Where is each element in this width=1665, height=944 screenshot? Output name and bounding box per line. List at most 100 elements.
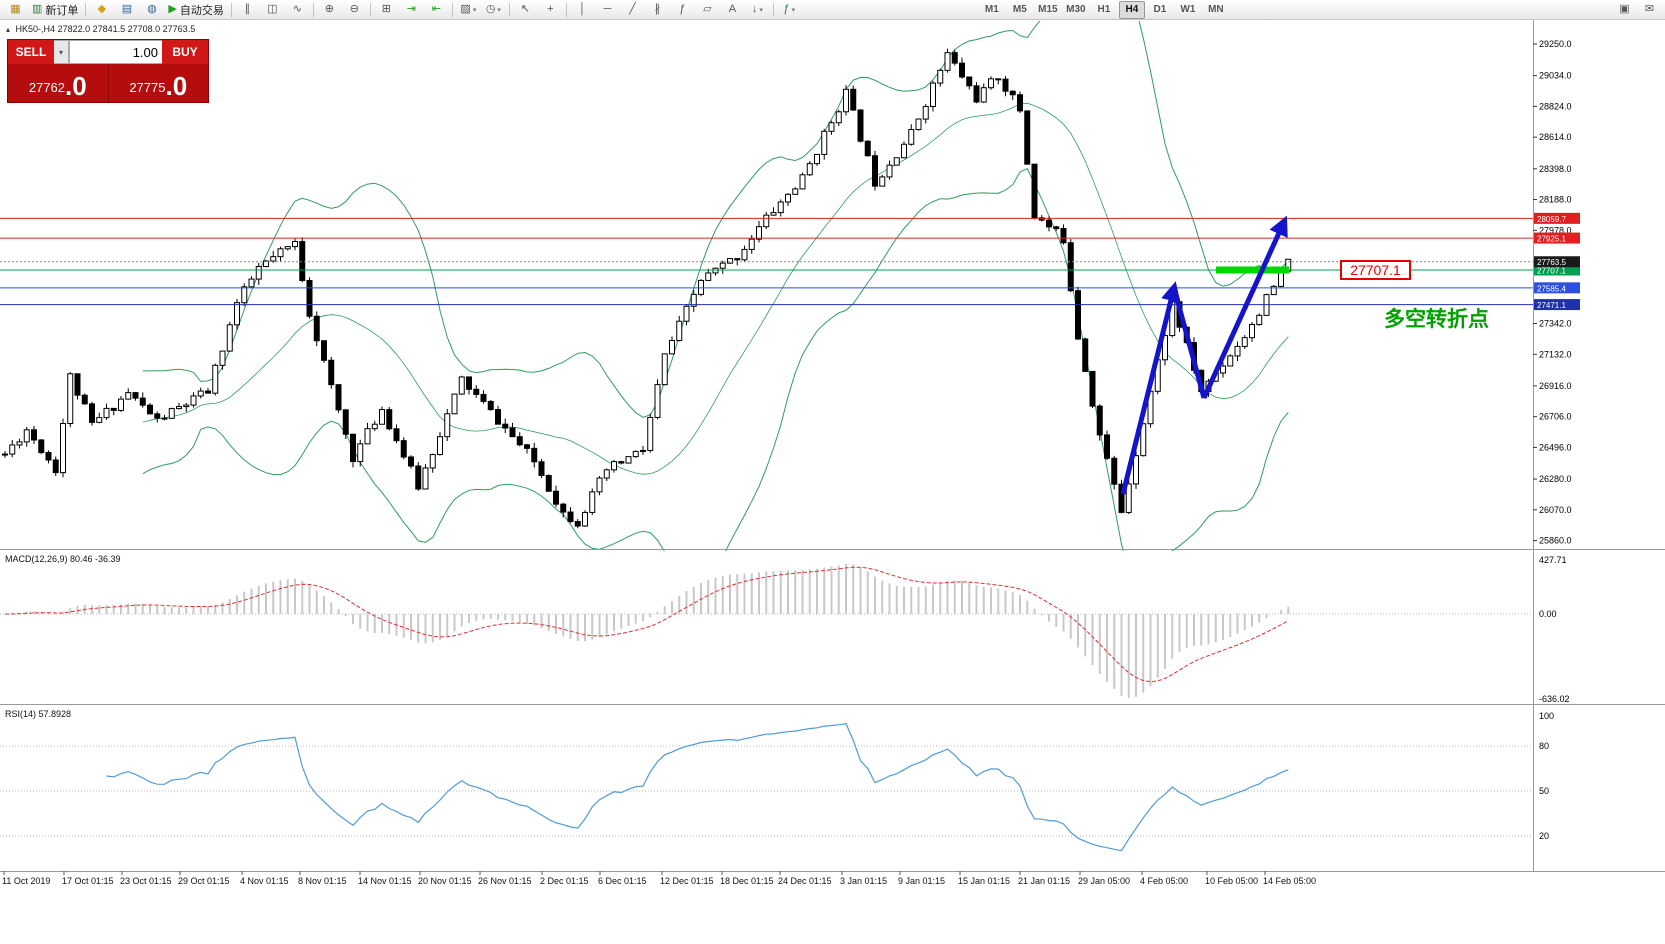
line-chart-icon[interactable]: ∿ xyxy=(292,3,302,15)
svg-text:11 Oct 2019: 11 Oct 2019 xyxy=(2,876,50,886)
tile-windows-icon[interactable]: ⊞ xyxy=(381,3,391,15)
arrow-tools-icon[interactable]: ↓ ▾ xyxy=(751,3,763,15)
rsi-scale[interactable]: 100 80 50 20 xyxy=(1539,711,1554,841)
svg-text:17 Oct 01:15: 17 Oct 01:15 xyxy=(62,876,114,886)
svg-text:27132.0: 27132.0 xyxy=(1539,349,1572,359)
candlestick-chart-icon[interactable]: ◫ xyxy=(267,3,278,15)
svg-text:26496.0: 26496.0 xyxy=(1539,442,1572,452)
svg-text:28188.0: 28188.0 xyxy=(1539,195,1572,205)
volume-dropdown-icon[interactable]: ▾ xyxy=(54,40,69,64)
mail-icon[interactable]: ✉ xyxy=(1644,3,1655,15)
svg-text:14 Feb 05:00: 14 Feb 05:00 xyxy=(1263,876,1316,886)
horizontal-line-icon[interactable]: ─ xyxy=(603,3,612,15)
turning-point-annotation[interactable]: 多空转折点 xyxy=(1384,308,1489,331)
svg-text:29 Jan 05:00: 29 Jan 05:00 xyxy=(1078,876,1130,886)
text-icon[interactable]: A xyxy=(728,3,737,15)
collapse-panel-icon[interactable]: ▴ xyxy=(6,25,11,34)
timeframe-mn[interactable]: MN xyxy=(1208,4,1224,15)
symbols-icon[interactable]: ◆ xyxy=(97,3,107,15)
app-icon[interactable]: ▦ xyxy=(10,3,21,15)
equidistant-channel-icon[interactable]: ∦ xyxy=(654,3,661,15)
toolbar-separator xyxy=(508,2,510,17)
svg-text:27763.5: 27763.5 xyxy=(1537,258,1566,267)
symbol-period-label: HK50-,H4 xyxy=(15,24,56,34)
svg-text:9 Jan 01:15: 9 Jan 01:15 xyxy=(898,876,945,886)
svg-text:26706.0: 26706.0 xyxy=(1539,412,1572,422)
toolbar-separator xyxy=(451,2,453,17)
svg-text:29 Oct 01:15: 29 Oct 01:15 xyxy=(178,876,230,886)
svg-text:20: 20 xyxy=(1539,831,1549,841)
rsi-line xyxy=(106,722,1289,852)
svg-text:28824.0: 28824.0 xyxy=(1539,101,1572,111)
zoom-out-icon[interactable]: ⊖ xyxy=(349,3,359,15)
timeframe-m5[interactable]: M5 xyxy=(1012,4,1027,15)
svg-text:29034.0: 29034.0 xyxy=(1539,71,1572,81)
toolbar-separator xyxy=(230,2,232,17)
panel-divider xyxy=(107,64,109,102)
svg-text:28614.0: 28614.0 xyxy=(1539,132,1572,142)
crosshair-icon[interactable]: + xyxy=(547,3,554,15)
cursor-icon[interactable]: ↖ xyxy=(520,3,530,15)
svg-text:27585.4: 27585.4 xyxy=(1537,284,1566,293)
timeframe-h1[interactable]: H1 xyxy=(1097,4,1111,15)
market-depth-icon[interactable]: ▤ xyxy=(121,3,133,15)
panel-separators[interactable] xyxy=(0,20,1665,872)
time-scale[interactable]: 11 Oct 2019 17 Oct 01:15 23 Oct 01:15 29 Oc… xyxy=(2,871,1316,886)
timeframe-m1[interactable]: M1 xyxy=(984,4,999,15)
buy-button[interactable]: BUY xyxy=(162,40,208,64)
volume-input[interactable] xyxy=(69,40,162,64)
vertical-line-icon[interactable]: │ xyxy=(578,3,586,15)
svg-text:15 Jan 01:15: 15 Jan 01:15 xyxy=(958,876,1010,886)
svg-text:28059.7: 28059.7 xyxy=(1537,215,1566,224)
trendline-icon[interactable]: ╱ xyxy=(629,3,636,15)
svg-text:3 Jan 01:15: 3 Jan 01:15 xyxy=(840,876,887,886)
price-scale[interactable]: 29250.0 29034.0 28824.0 28614.0 28398.0 28188… xyxy=(1533,39,1572,546)
profiles-icon[interactable]: ◷ ▾ xyxy=(485,3,501,15)
toolbar-separator xyxy=(85,2,87,17)
shapes-icon[interactable]: ▱ xyxy=(703,3,712,15)
svg-text:21 Jan 01:15: 21 Jan 01:15 xyxy=(1018,876,1070,886)
svg-text:26280.0: 26280.0 xyxy=(1539,474,1572,484)
buy-price[interactable]: 27775 .0 xyxy=(109,64,209,102)
auto-scroll-icon[interactable]: ⇥ xyxy=(406,3,416,15)
svg-text:-636.02: -636.02 xyxy=(1539,694,1570,704)
svg-text:6 Dec 01:15: 6 Dec 01:15 xyxy=(598,876,647,886)
svg-text:20 Nov 01:15: 20 Nov 01:15 xyxy=(418,876,472,886)
svg-text:25860.0: 25860.0 xyxy=(1539,536,1572,546)
toolbar-separator xyxy=(312,2,314,17)
timeframe-d1[interactable]: D1 xyxy=(1153,4,1167,15)
svg-text:80: 80 xyxy=(1539,741,1549,751)
trend-arrows[interactable] xyxy=(1120,215,1288,495)
bar-chart-icon[interactable]: ∥ xyxy=(244,3,251,15)
buy-price-frac: .0 xyxy=(165,71,188,101)
new-chart-icon[interactable]: ▧ ▾ xyxy=(460,3,477,15)
timeframe-m15[interactable]: M15 xyxy=(1038,4,1058,15)
ohlc-readout: 27822.0 27841.5 27708.0 27763.5 xyxy=(57,24,196,34)
svg-text:27925.1: 27925.1 xyxy=(1537,235,1566,244)
fibonacci-icon[interactable]: ƒ xyxy=(679,3,686,15)
news-icon[interactable]: ▣ xyxy=(1619,3,1630,15)
web-terminal-icon[interactable]: ◍ xyxy=(147,3,157,15)
timeframe-m30[interactable]: M30 xyxy=(1066,4,1086,15)
svg-text:4 Nov 01:15: 4 Nov 01:15 xyxy=(240,876,289,886)
chart-shift-icon[interactable]: ⇤ xyxy=(431,3,441,15)
svg-text:26916.0: 26916.0 xyxy=(1539,381,1572,391)
new-order-button[interactable]: ▥ 新订单 xyxy=(32,3,79,17)
sell-price[interactable]: 27762 .0 xyxy=(8,64,108,102)
timeframe-h4[interactable]: H4 xyxy=(1118,0,1145,19)
toolbar-separator xyxy=(369,2,371,17)
sell-price-main: 27762 xyxy=(28,80,65,96)
macd-indicator-label: MACD(12,26,9) 80.46 -36.39 xyxy=(5,554,121,564)
price-callout-label[interactable]: 27707.1 xyxy=(1340,260,1411,280)
svg-text:27978.0: 27978.0 xyxy=(1539,225,1572,235)
highlight-segment[interactable] xyxy=(1216,266,1289,274)
zoom-in-icon[interactable]: ⊕ xyxy=(324,3,334,15)
svg-text:0.00: 0.00 xyxy=(1539,609,1557,619)
timeframe-w1[interactable]: W1 xyxy=(1180,4,1196,15)
indicators-icon[interactable]: ƒ ▾ xyxy=(783,3,796,15)
autotrade-button[interactable]: ▶ 自动交易 xyxy=(168,3,224,17)
sell-button[interactable]: SELL xyxy=(8,40,54,64)
macd-scale[interactable]: 427.71 0.00 -636.02 xyxy=(1539,555,1570,704)
svg-text:14 Nov 01:15: 14 Nov 01:15 xyxy=(358,876,412,886)
